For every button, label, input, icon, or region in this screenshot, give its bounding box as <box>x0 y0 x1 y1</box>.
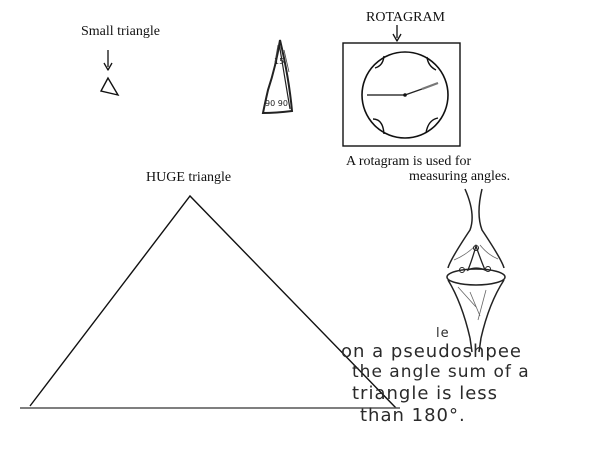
pseudosphere-note-line4: than 180°. <box>360 405 466 426</box>
note-line1-end: seudoshpee <box>403 341 522 362</box>
pseudosphere-note-line3: triangle is less <box>352 383 499 404</box>
small-triangle <box>99 76 120 97</box>
rotagram-arrow <box>392 25 402 42</box>
pseudosphere-note-insert: le <box>436 326 450 341</box>
pseudosphere-note-line1: on a pseudoshpee <box>341 341 522 362</box>
pseudosphere-note-line2: the angle sum of a <box>352 362 530 382</box>
note-line1-start: on a p <box>341 341 404 362</box>
sketch-narrow-triangle: 15 90 90 <box>261 39 294 115</box>
huge-triangle-label: HUGE triangle <box>146 170 232 185</box>
sketch-angle-top: 15 <box>274 57 284 66</box>
small-triangle-label: Small triangle <box>81 24 160 39</box>
huge-triangle <box>29 194 397 409</box>
rotagram-frame <box>342 42 461 147</box>
sketch-angle-bottom: 90 90 <box>265 99 288 108</box>
rotagram-dial <box>361 51 449 139</box>
rotagram-caption-line2: measuring angles. <box>409 169 511 184</box>
rotagram-caption-line1: A rotagram is used for <box>346 154 472 169</box>
rotagram-title: ROTAGRAM <box>366 10 445 25</box>
pseudosphere-sketch <box>446 188 506 353</box>
rotagram-needle <box>367 81 439 97</box>
rotagram <box>342 42 461 147</box>
rotagram-notches <box>372 55 439 135</box>
small-triangle-arrow <box>103 50 113 71</box>
